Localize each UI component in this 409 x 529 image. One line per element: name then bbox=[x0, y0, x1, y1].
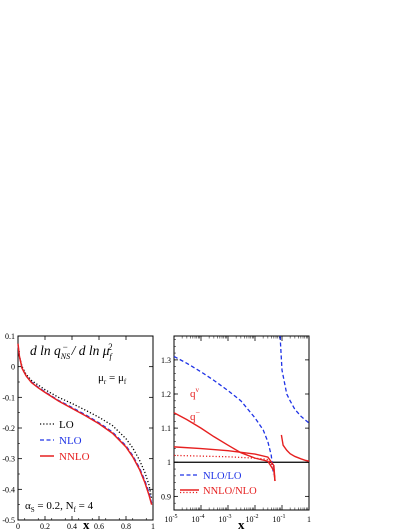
right-series-2 bbox=[173, 412, 276, 482]
left-xlabel: x bbox=[83, 517, 90, 529]
legend-nnlo-nlo-label: NNLO/NLO bbox=[203, 486, 257, 497]
left-title: d ln qNS− / d ln μf2 bbox=[30, 342, 113, 361]
left-xtick-label: 0 bbox=[16, 522, 20, 529]
right-plot-frame bbox=[173, 335, 310, 511]
left-ytick-label: 0 bbox=[11, 363, 15, 372]
right-ticks: 10-5 10-4 10-3 10-2 10-1 1 1.3 1.2 1.1 1 0.9 bbox=[161, 336, 311, 524]
right-xtick-label: 10-1 bbox=[273, 514, 286, 524]
legend-nlo-label: NLO bbox=[59, 435, 82, 447]
left-params: αS = 0.2, Nf = 4 bbox=[25, 500, 94, 514]
right-xtick-label: 10-4 bbox=[192, 514, 205, 524]
right-series-5 bbox=[280, 434, 310, 462]
left-ytick-label: -0.5 bbox=[2, 516, 15, 525]
left-ytick-label: -0.2 bbox=[2, 424, 15, 433]
right-xtick-label-last: 1 bbox=[307, 515, 311, 524]
right-ytick-label: 1 bbox=[167, 458, 171, 467]
left-plot-frame bbox=[17, 335, 154, 521]
right-panel: 10-5 10-4 10-3 10-2 10-1 1 1.3 1.2 1.1 1 0.9 qv q−… bbox=[161, 335, 311, 529]
right-series-1 bbox=[279, 335, 310, 424]
right-ytick-label: 1.1 bbox=[161, 424, 171, 433]
left-legend: LO NLO NNLO bbox=[40, 419, 90, 463]
left-xtick-label: 0.8 bbox=[121, 522, 131, 529]
right-series-4 bbox=[173, 454, 276, 482]
left-ytick-label: -0.3 bbox=[2, 455, 15, 464]
right-ytick-label: 1.3 bbox=[161, 356, 171, 365]
left-ytick-label: 0.1 bbox=[5, 332, 15, 341]
left-xtick-label: 0.6 bbox=[94, 522, 104, 529]
right-ytick-label: 1.2 bbox=[161, 390, 171, 399]
left-ytick-label: -0.1 bbox=[2, 393, 15, 402]
left-panel: 0 0.2 0.4 0.6 0.8 1 0.1 0 -0.1 -0.2 -0.3 -0.4 -0.5 d… bbox=[2, 332, 155, 529]
right-xtick-label: 10-5 bbox=[165, 514, 178, 524]
right-legend: NLO/LO NNLO/NLO bbox=[180, 471, 257, 497]
left-ytick-label: -0.4 bbox=[2, 485, 15, 494]
left-ticks: 0 0.2 0.4 0.6 0.8 1 0.1 0 -0.1 -0.2 -0.3 -0.4 -0.5 bbox=[2, 332, 155, 529]
legend-lo-label: LO bbox=[59, 419, 74, 431]
left-xtick-label: 0.4 bbox=[67, 522, 77, 529]
left-xtick-label: 1 bbox=[151, 522, 155, 529]
right-series-3 bbox=[173, 446, 276, 482]
left-xtick-label: 0.2 bbox=[40, 522, 50, 529]
right-series-0 bbox=[173, 355, 275, 475]
left-scale-note: μr = μf bbox=[98, 372, 127, 386]
right-xtick-label: 10-3 bbox=[219, 514, 232, 524]
left-series-nnlo bbox=[17, 343, 153, 505]
right-lines bbox=[173, 335, 310, 482]
legend-nlo-lo-label: NLO/LO bbox=[203, 471, 242, 482]
right-ytick-label: 0.9 bbox=[161, 492, 171, 501]
annotation-qv: qv bbox=[190, 386, 200, 400]
annotation-qminus: q− bbox=[190, 408, 201, 423]
left-series-nlo bbox=[17, 345, 153, 504]
right-xlabel: x bbox=[238, 517, 245, 529]
legend-nnlo-label: NNLO bbox=[59, 451, 90, 463]
left-series-lo bbox=[17, 348, 153, 499]
left-lines bbox=[17, 343, 153, 505]
right-xtick-label: 10-2 bbox=[246, 514, 259, 524]
